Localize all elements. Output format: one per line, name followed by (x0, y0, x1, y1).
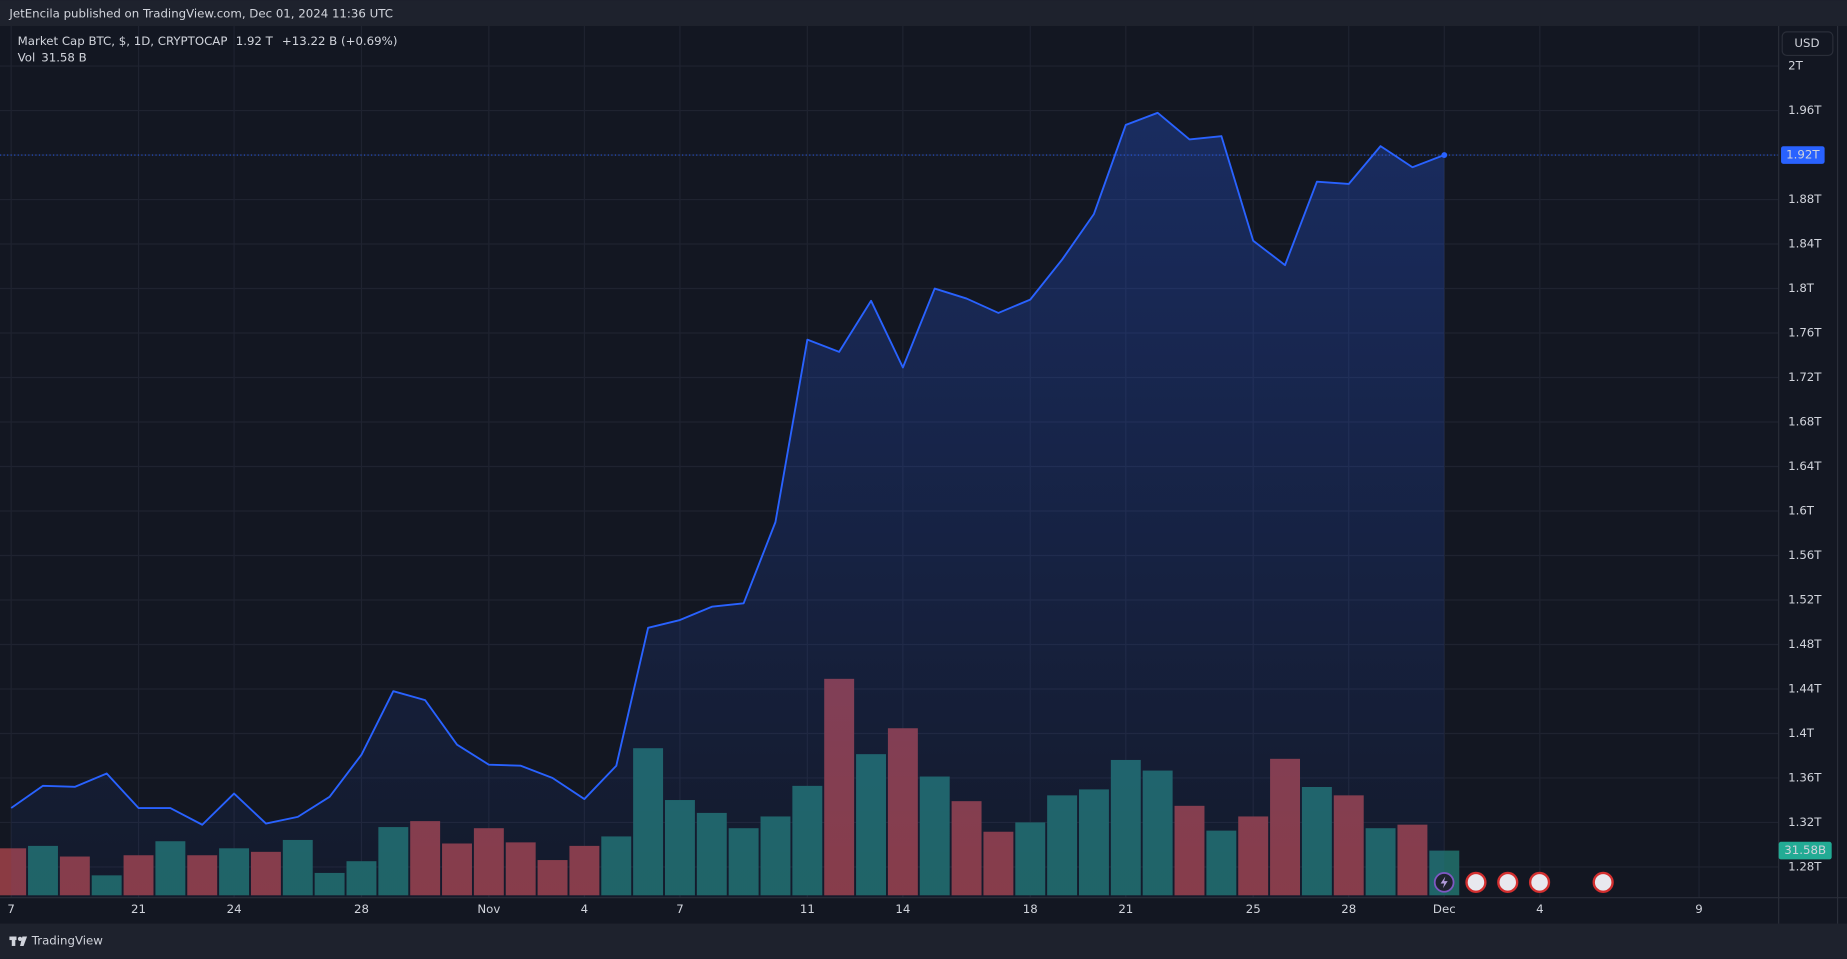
y-tick-label: 1.68T (1788, 415, 1822, 429)
x-tick-label: 11 (800, 902, 815, 916)
legend-change: +13.22 B (+0.69%) (282, 34, 398, 48)
footer-bar (0, 923, 1847, 959)
event-icon[interactable] (1528, 871, 1551, 893)
y-tick-label: 1.72T (1788, 370, 1822, 384)
x-tick-label: 18 (1023, 902, 1038, 916)
plot (0, 111, 1779, 898)
y-tick-label: 1.52T (1788, 592, 1822, 606)
price-line (10, 111, 1445, 826)
brand-name: TradingView (31, 934, 103, 948)
y-tick-label: 1.6T (1788, 503, 1815, 517)
event-icon[interactable] (1592, 871, 1614, 893)
x-tick-label: 24 (227, 902, 242, 916)
y-tick-label: 1.84T (1788, 237, 1822, 251)
y-tick-label: 1.56T (1788, 548, 1822, 562)
x-tick-label: 14 (895, 902, 910, 916)
x-tick-label: 21 (131, 902, 146, 916)
x-tick-label: 25 (1246, 902, 1261, 916)
y-tick-label: 1.4T (1788, 726, 1815, 740)
x-tick-label: 7 (7, 902, 15, 916)
y-tick-label: 1.8T (1788, 281, 1815, 295)
event-icon[interactable] (1497, 871, 1519, 893)
x-tick-label: 7 (676, 902, 684, 916)
y-tick-label: 1.76T (1788, 326, 1822, 340)
x-tick-label: 4 (1536, 902, 1544, 916)
currency-label[interactable]: USD (1794, 36, 1819, 50)
header-bar (0, 0, 1847, 26)
legend-last: 1.92 T (236, 34, 274, 48)
legend-volume-name: Vol (18, 50, 36, 64)
event-bolt (1440, 876, 1448, 889)
price-tag (1781, 146, 1825, 164)
y-tick-label: 1.44T (1788, 681, 1822, 695)
x-tick-label: 28 (354, 902, 369, 916)
currency-button[interactable] (1781, 31, 1834, 57)
x-tick-label: 9 (1695, 902, 1703, 916)
x-tick-label: 21 (1118, 902, 1133, 916)
x-tick-label: Dec (1433, 902, 1456, 916)
y-tick-label: 1.28T (1788, 859, 1822, 873)
brand-logo (9, 936, 28, 946)
y-tick-label: 2T (1788, 59, 1803, 73)
y-tick-label: 1.64T (1788, 459, 1822, 473)
legend-symbol: Market Cap BTC, $, 1D, CRYPTOCAP (18, 34, 228, 48)
y-tick-label: 1.96T (1788, 103, 1822, 117)
price-tag-label: 1.92T (1786, 148, 1820, 162)
header-text: JetEncila published on TradingView.com, … (8, 7, 393, 21)
last-point (1441, 152, 1448, 158)
x-tick-label: 4 (581, 902, 589, 916)
axes: 2T 1.96T 1.92T 1.88T 1.84T 1.8T 1.76T 1.72T 1.68… (7, 59, 1832, 916)
x-tick-label: 28 (1341, 902, 1356, 916)
event-icon[interactable] (1465, 871, 1487, 893)
events (1433, 871, 1614, 893)
price-area (11, 112, 1445, 898)
volume-tag-label: 31.58B (1784, 843, 1826, 857)
y-tick-label: 1.32T (1788, 815, 1822, 829)
y-tick-label: 1.48T (1788, 637, 1822, 651)
x-tick-label: Nov (477, 902, 500, 916)
y-tick-label: 1.88T (1788, 192, 1822, 206)
legend-volume-last: 31.58 B (41, 50, 87, 64)
volume-tag (1778, 841, 1832, 860)
y-tick-label: 1.36T (1788, 770, 1822, 784)
